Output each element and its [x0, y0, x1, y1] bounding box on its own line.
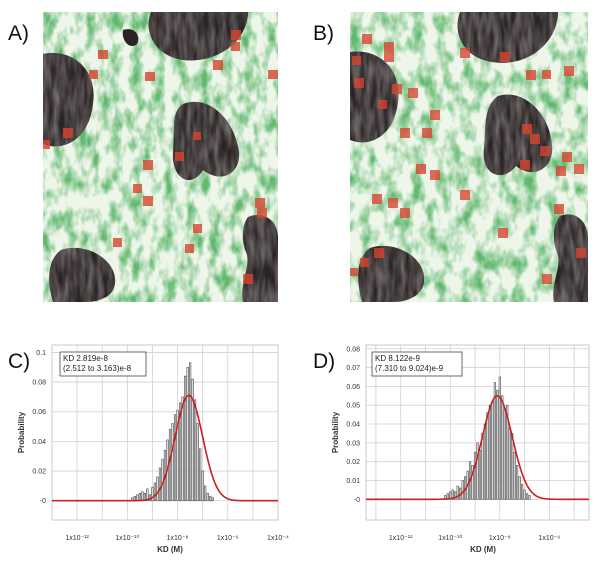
histogram-bar [471, 465, 474, 500]
panel-label-a: A) [8, 22, 29, 45]
histogram-bar [183, 375, 187, 502]
y-tick-label: 0.05 [346, 403, 360, 410]
histogram-bar [478, 450, 482, 500]
histogram-bar [201, 470, 204, 502]
histogram-bar [161, 458, 164, 502]
histogram-bar [525, 493, 529, 500]
histogram-bar [196, 423, 199, 502]
x-tick-label: 1x10⁻⁸ [489, 535, 511, 542]
y-axis-label: Probability [17, 411, 26, 453]
histogram-bar [456, 485, 459, 500]
histogram-bar [173, 414, 177, 502]
histogram-bar [486, 412, 489, 500]
histogram-bar [476, 442, 479, 500]
histogram-bar [493, 382, 496, 500]
y-tick-label: 0.02 [32, 469, 46, 476]
y-tick-label: -0 [40, 498, 46, 505]
x-tick-label: 1x10⁻⁶ [538, 535, 560, 542]
histogram-bar [454, 491, 457, 500]
fit-curve [52, 394, 278, 502]
chart-d: -0 0.01 0.02 0.03 0.04 0.05 0.06 0.07 0.08 1x10⁻¹… [331, 344, 590, 554]
histogram-bar [516, 465, 519, 500]
y-tick-label: 0.1 [36, 350, 46, 357]
x-tick-label: 1x10⁻¹² [65, 535, 89, 542]
histogram-bar [508, 427, 511, 500]
panel-label-d: D) [313, 350, 336, 373]
y-tick-label: 0.02 [346, 459, 360, 466]
kd-annotation-line: KD 8.122e-9 [375, 354, 420, 363]
x-axis-label: KD (M) [470, 545, 496, 554]
histogram-bar [158, 467, 162, 502]
histogram-bar [481, 433, 484, 500]
y-tick-label: 0.06 [346, 384, 360, 391]
x-tick-label: 1x10⁻⁴ [267, 535, 289, 542]
histogram-bar [488, 404, 491, 500]
y-tick-label: 0.04 [32, 439, 46, 446]
x-tick-label: 1x10⁻⁶ [217, 535, 239, 542]
y-tick-label: 0.04 [346, 422, 360, 429]
histogram-bar [461, 480, 464, 500]
histogram-bar [206, 492, 209, 502]
y-tick-label: 0.03 [346, 440, 360, 447]
histogram-bar [496, 389, 499, 500]
kd-annotation-line: (2.512 to 3.163)e-8 [63, 364, 132, 373]
histogram-bar [513, 451, 516, 500]
histogram-bar [189, 362, 192, 502]
x-tick-label: 1x10⁻⁸ [167, 535, 189, 542]
kd-annotation-box [59, 351, 147, 377]
y-tick-label: 0.06 [32, 409, 46, 416]
histogram-bar [503, 408, 506, 500]
fit-curve [366, 395, 589, 501]
x-tick-label: 1x10⁻¹² [389, 535, 413, 542]
histogram-bar [498, 376, 501, 500]
histogram-bar [171, 423, 174, 502]
histogram-bar [204, 485, 207, 502]
histogram-bar [473, 451, 477, 500]
y-tick-label: 0.08 [32, 380, 46, 387]
histogram-bar [501, 395, 504, 500]
histogram-bar [506, 404, 509, 500]
histogram-bar [483, 423, 487, 500]
histogram-bar [194, 399, 197, 502]
kd-annotation-box [371, 351, 463, 377]
histogram-bar [176, 409, 179, 502]
histogram-bar [199, 448, 202, 502]
x-tick-label: 1x10⁻¹⁰ [115, 534, 139, 542]
histogram-bar [211, 497, 214, 502]
histogram-bar [521, 483, 524, 500]
panel-label-b: B) [313, 22, 334, 45]
histogram-bar [168, 429, 172, 502]
histogram-bar [156, 476, 159, 502]
chart-c: -0 0.02 0.04 0.06 0.08 0.1 1x10⁻¹² 1x10⁻¹⁰ 1x10⁻… [17, 344, 289, 554]
y-axis-label: Probability [331, 411, 340, 453]
histogram-bar [511, 433, 514, 500]
histogram-bar [523, 489, 526, 500]
y-tick-label: 0.08 [346, 346, 360, 353]
histogram-bar [178, 402, 182, 502]
y-tick-label: -0 [354, 497, 360, 504]
y-tick-label: 0.07 [346, 365, 360, 372]
histogram-bar [528, 495, 531, 500]
histogram-bar [141, 491, 144, 502]
y-tick-label: 0.01 [346, 478, 360, 485]
histogram-bar [153, 482, 157, 502]
kd-annotation-line: (7.310 to 9.024)e-9 [375, 364, 444, 373]
histogram-bar [138, 492, 141, 502]
microscopy-image-b [350, 12, 588, 302]
histogram-bar [151, 487, 154, 502]
histogram-bar [191, 378, 194, 502]
histogram-bar [181, 396, 184, 502]
histogram-bar [451, 489, 454, 500]
x-tick-label: 1x10⁻¹⁰ [438, 534, 462, 542]
panel-label-c: C) [8, 350, 31, 373]
histogram-bar [186, 366, 189, 502]
x-axis-label: KD (M) [157, 545, 183, 554]
histogram-bar [209, 495, 212, 502]
microscopy-image-a [43, 12, 278, 302]
histogram-bar [491, 401, 494, 500]
histogram-bar [518, 476, 521, 500]
histogram-bar [146, 488, 149, 502]
kd-annotation-line: KD 2.819e-8 [63, 354, 108, 363]
